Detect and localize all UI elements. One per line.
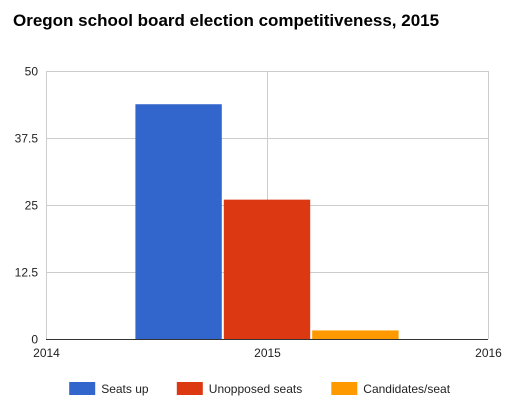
legend-swatch-unopposed-seats [176, 382, 203, 395]
bar-seats-up [135, 104, 222, 340]
bar-unopposed-seats [223, 199, 311, 339]
y-tick-label: 0 [31, 333, 38, 347]
y-tick-label: 37.5 [15, 132, 39, 146]
legend-swatch-candidates-seat [331, 382, 358, 395]
legend: Seats up Unopposed seats Candidates/seat [69, 382, 451, 396]
legend-label-seats-up: Seats up [101, 382, 149, 396]
y-tick-labels: 0 12.5 25 37.5 50 [15, 65, 39, 347]
bar-candidates-seat [312, 330, 399, 339]
legend-label-candidates-seat: Candidates/seat [363, 382, 450, 396]
x-tick-label: 2015 [254, 346, 281, 360]
y-tick-label: 50 [25, 65, 39, 79]
x-tick-label: 2016 [475, 346, 502, 360]
y-tick-label: 12.5 [15, 266, 39, 280]
bars [135, 104, 399, 340]
legend-label-unopposed-seats: Unopposed seats [209, 382, 302, 396]
x-tick-labels: 2014 2015 2016 [33, 346, 502, 360]
legend-swatch-seats-up [69, 382, 96, 395]
chart-title: Oregon school board election competitive… [13, 11, 440, 30]
y-tick-label: 25 [25, 199, 39, 213]
x-tick-label: 2014 [33, 346, 60, 360]
